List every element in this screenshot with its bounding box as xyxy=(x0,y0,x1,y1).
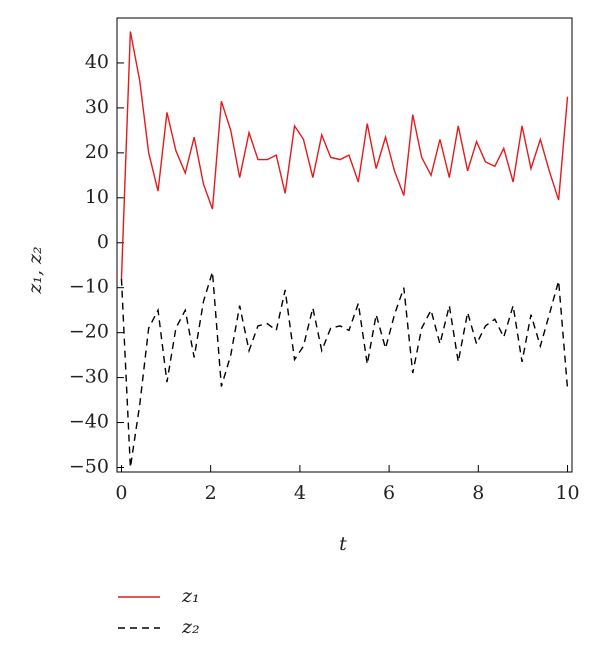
legend-label: z₁ xyxy=(181,585,200,607)
y-axis-label: z₁, z₂ xyxy=(24,246,46,294)
y-tick-label: −20 xyxy=(69,321,109,343)
x-tick-label: 6 xyxy=(383,482,395,504)
y-tick-label: 40 xyxy=(85,51,109,73)
y-tick-label: 0 xyxy=(97,231,109,253)
legend-label: z₂ xyxy=(181,616,200,638)
y-tick-label: −30 xyxy=(69,366,109,388)
x-axis-label: t xyxy=(339,533,347,555)
x-tick-label: 8 xyxy=(472,482,484,504)
y-tick-label: 30 xyxy=(85,96,109,118)
x-tick-label: 4 xyxy=(294,482,306,504)
plot-frame xyxy=(116,17,573,473)
y-tick-label: −40 xyxy=(69,411,109,433)
x-tick-label: 10 xyxy=(555,482,579,504)
x-tick-label: 2 xyxy=(205,482,217,504)
x-tick-label: 0 xyxy=(115,482,127,504)
series-line xyxy=(120,271,569,468)
y-tick-label: −10 xyxy=(69,276,109,298)
y-tick-label: 20 xyxy=(85,141,109,163)
series-line xyxy=(120,31,569,279)
y-tick-label: −50 xyxy=(69,456,109,478)
y-tick-label: 10 xyxy=(85,186,109,208)
